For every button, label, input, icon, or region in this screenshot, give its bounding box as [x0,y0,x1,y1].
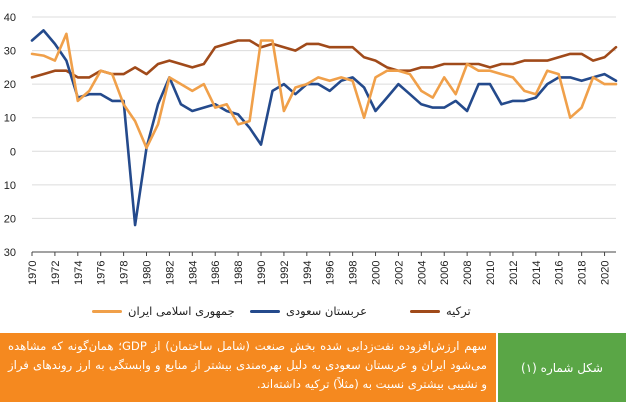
y-tick-label: 40 [4,12,16,24]
x-tick-label: 1998 [348,261,360,285]
x-tick-label: 2014 [531,261,543,285]
x-tick-label: 1972 [50,261,62,285]
x-tick-label: 2002 [393,261,405,285]
x-tick-label: 1984 [187,261,199,285]
x-tick-label: 1988 [233,261,245,285]
legend-label-turkey: ترکیه [446,304,471,318]
x-tick-label: 2006 [439,261,451,285]
y-tick-label: 30 [4,46,16,58]
y-tick-label: 0 [10,146,16,158]
x-tick-label: 2016 [554,261,566,285]
y-axis-ticks: 30 20 10 0 10 20 30 40 [4,12,16,259]
y-tick-label: 10 [4,113,16,125]
y-tick-label: 10 [4,180,16,192]
x-tick-label: 2018 [577,261,589,285]
legend-swatch-turkey [410,309,440,313]
legend-label-saudi: عربستان سعودی [286,304,367,318]
caption-text: سهم ارزش‌افزوده نفت‌زدایی شده بخش صنعت (… [0,333,496,402]
legend-item-saudi: عربستان سعودی [250,304,367,318]
legend-label-iran: جمهوری اسلامی ایران [128,304,235,318]
y-tick-label: 30 [4,247,16,259]
x-tick-label: 1982 [164,261,176,285]
x-tick-label: 1976 [96,261,108,285]
x-tick-label: 2010 [485,261,497,285]
legend: ترکیه عربستان سعودی جمهوری اسلامی ایران [0,300,626,328]
series-line-1 [30,29,618,227]
gridlines [32,16,616,253]
x-tick-label: 1992 [279,261,291,285]
series-lines [30,29,618,227]
x-tick-label: 1970 [27,261,39,285]
x-tick-label: 1980 [142,261,154,285]
x-tick-label: 2020 [600,261,612,285]
x-tick-label: 1986 [210,261,222,285]
x-axis-ticks: 1970 1972 1974 1976 1978 1980 1982 1984 1986 1988… [27,252,612,285]
x-tick-label: 2000 [371,261,383,285]
y-tick-label: 20 [4,213,16,225]
caption-label: شکل شماره (۱) [498,333,626,402]
figure-caption: سهم ارزش‌افزوده نفت‌زدایی شده بخش صنعت (… [0,333,626,402]
x-tick-label: 2008 [462,261,474,285]
x-tick-label: 1990 [256,261,268,285]
x-tick-label: 2004 [416,261,428,285]
series-line-2 [30,39,618,79]
series-line-0 [30,32,618,150]
legend-item-iran: جمهوری اسلامی ایران [92,304,235,318]
legend-swatch-saudi [250,309,280,313]
x-tick-label: 1994 [302,261,314,285]
y-tick-label: 20 [4,79,16,91]
x-tick-label: 1978 [119,261,131,285]
x-tick-label: 1974 [73,261,85,285]
x-tick-label: 2012 [508,261,520,285]
x-tick-label: 1996 [325,261,337,285]
legend-item-turkey: ترکیه [410,304,471,318]
legend-swatch-iran [92,309,122,313]
